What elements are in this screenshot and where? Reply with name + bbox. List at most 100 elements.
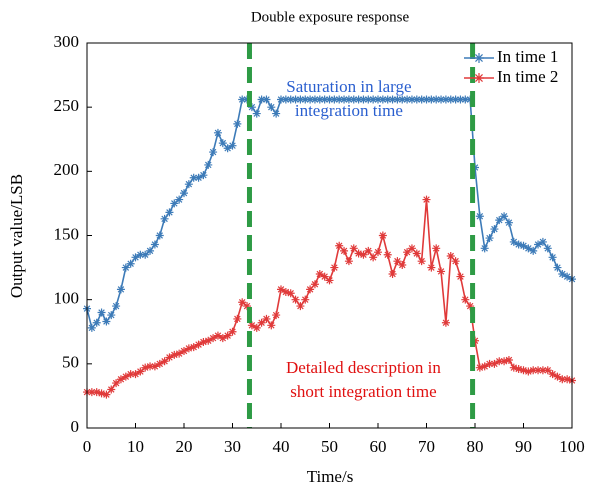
marker — [378, 95, 387, 104]
marker — [320, 272, 329, 281]
marker — [335, 241, 344, 250]
marker — [437, 95, 446, 104]
marker — [441, 318, 450, 327]
marker — [490, 225, 499, 234]
marker — [233, 119, 242, 128]
marker — [398, 95, 407, 104]
marker — [180, 189, 188, 198]
marker — [490, 359, 499, 368]
marker — [441, 95, 450, 104]
y-tick-label: 200 — [54, 160, 80, 179]
marker — [262, 95, 271, 104]
marker — [325, 95, 334, 104]
marker — [514, 240, 523, 249]
marker — [500, 212, 509, 221]
x-tick-label: 100 — [559, 437, 585, 456]
marker — [558, 270, 567, 278]
marker — [87, 323, 96, 332]
y-tick-label: 250 — [54, 96, 80, 115]
marker — [199, 171, 208, 180]
marker — [364, 95, 373, 104]
marker — [563, 272, 572, 281]
marker — [407, 95, 416, 104]
marker — [456, 272, 465, 281]
marker — [543, 366, 552, 375]
marker — [204, 160, 213, 169]
marker — [548, 370, 557, 379]
marker — [107, 385, 116, 394]
marker — [272, 109, 281, 118]
marker — [437, 267, 446, 276]
marker — [257, 95, 266, 104]
marker — [417, 95, 426, 104]
marker — [330, 95, 339, 104]
marker — [184, 344, 193, 353]
marker — [228, 141, 237, 150]
marker — [281, 95, 290, 104]
x-tick-label: 30 — [224, 437, 241, 456]
marker — [238, 95, 247, 104]
marker — [495, 216, 504, 225]
x-tick-label: 80 — [467, 437, 484, 456]
marker — [243, 302, 252, 311]
marker — [286, 95, 295, 104]
annotation: Detailed description in — [286, 358, 441, 377]
marker — [514, 364, 523, 373]
marker — [383, 95, 392, 104]
marker — [378, 231, 387, 240]
marker — [412, 95, 421, 104]
marker — [432, 95, 441, 104]
marker — [252, 109, 261, 118]
marker — [218, 139, 227, 148]
marker — [315, 270, 324, 278]
marker — [524, 367, 533, 376]
marker — [175, 349, 184, 358]
marker — [296, 95, 305, 104]
marker — [247, 321, 256, 330]
marker — [112, 379, 121, 388]
marker — [538, 237, 547, 246]
marker — [131, 253, 140, 262]
marker — [315, 95, 324, 104]
marker — [553, 263, 562, 272]
marker — [160, 357, 169, 366]
x-tick-label: 0 — [83, 437, 92, 456]
marker — [480, 244, 489, 253]
marker — [223, 144, 232, 153]
marker — [335, 95, 344, 104]
marker — [296, 302, 305, 311]
marker — [136, 367, 145, 376]
marker — [427, 263, 436, 272]
y-axis-label: Output value/LSB — [7, 174, 26, 298]
marker — [228, 327, 237, 336]
marker — [349, 244, 358, 253]
marker — [97, 389, 106, 398]
marker — [213, 128, 222, 137]
y-tick-label: 150 — [54, 224, 80, 243]
marker — [155, 231, 164, 240]
marker — [209, 334, 218, 343]
legend-label: In time 2 — [497, 67, 558, 86]
marker — [504, 218, 513, 227]
series — [83, 195, 576, 399]
marker — [451, 95, 460, 104]
marker — [524, 244, 533, 253]
marker — [223, 331, 232, 340]
marker — [301, 95, 310, 104]
marker — [194, 173, 203, 182]
marker — [422, 95, 431, 104]
marker — [325, 276, 334, 285]
marker — [461, 295, 470, 304]
legend-label: In time 1 — [497, 47, 558, 66]
x-tick-label: 40 — [273, 437, 290, 456]
marker — [87, 388, 96, 397]
x-tick-label: 20 — [176, 437, 193, 456]
marker — [349, 95, 358, 104]
marker — [155, 359, 164, 368]
marker — [374, 248, 382, 257]
marker — [359, 95, 368, 104]
marker — [141, 363, 150, 372]
marker — [374, 95, 382, 104]
marker — [553, 372, 562, 381]
